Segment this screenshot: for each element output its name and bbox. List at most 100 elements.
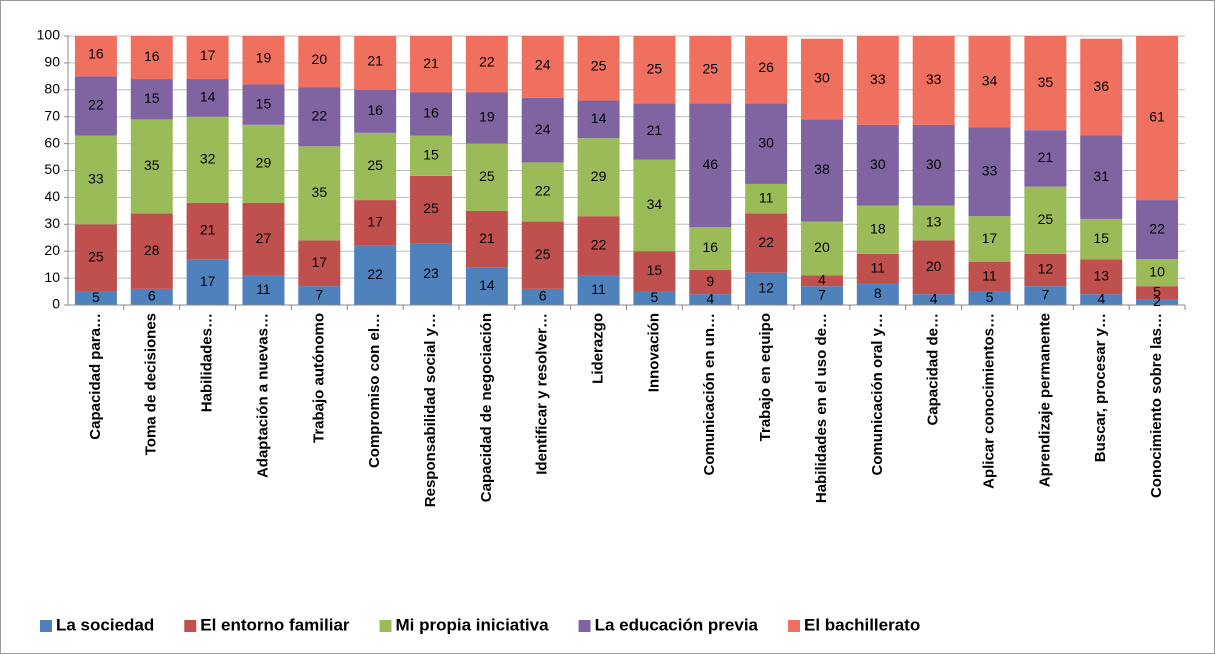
data-label: 15 [144,90,160,106]
data-label: 11 [759,189,774,205]
bar-segment [242,202,285,276]
data-label: 15 [256,95,272,111]
x-tick-label: Compromiso con el… [366,313,383,468]
data-label: 14 [591,110,607,126]
bar-segment [1024,186,1067,254]
data-label: 22 [88,97,104,113]
legend-label: La educación previa [595,615,759,634]
bar-segment [186,79,229,117]
legend-swatch [184,620,197,632]
x-tick-label: Conocimiento sobre las… [1148,313,1165,498]
data-label: 6 [148,288,156,304]
bar-segment [1080,38,1123,136]
data-label: 16 [702,239,718,255]
x-tick-label: Aplicar conocimientos… [980,313,997,489]
bar-segment [633,251,676,292]
bar-segment [1136,299,1179,305]
bar-segment [689,270,732,295]
bar-segment [465,143,508,211]
bar-segment [1024,130,1067,187]
bar-segment [74,36,117,77]
data-label: 33 [982,163,998,179]
bar-segment [465,92,508,144]
bar-segment [74,224,117,292]
bar-segment [465,267,508,305]
bar-segment [968,127,1011,217]
x-tick-label: Comunicación oral y… [869,313,886,476]
bar-segment [521,221,564,289]
bar-segment [912,124,955,206]
data-label: 22 [479,54,495,70]
data-label: 33 [88,171,104,187]
bar-segment [912,294,955,305]
data-label: 25 [591,58,607,74]
bar-segment [1080,135,1123,219]
overlay: 0102030405060708090100525332216Capacidad… [37,27,1186,634]
data-label: 22 [758,234,774,250]
bar-segment [633,36,676,104]
data-label: 36 [1093,78,1109,94]
data-label: 5 [92,289,100,305]
data-label: 21 [647,122,663,138]
bar-segment [633,291,676,305]
y-tick-label: 30 [44,215,60,231]
bar-segment [689,36,732,104]
data-label: 4 [818,271,826,287]
bar-segment [354,245,397,305]
bar-segment [1024,36,1067,131]
bar-segment [1080,218,1123,260]
data-label: 15 [423,146,439,162]
bar-segment [298,36,341,88]
bar-segment [577,36,620,101]
data-label: 17 [200,273,216,289]
bar-segment [130,119,173,214]
x-tick-label: Toma de decisiones [143,313,160,455]
bar-segment [465,210,508,268]
data-label: 38 [814,161,830,177]
data-label: 25 [647,60,663,76]
data-label: 20 [926,258,942,274]
data-label: 27 [256,230,272,246]
data-label: 28 [144,242,160,258]
data-label: 8 [874,285,882,301]
bar-segment [465,36,508,93]
x-tick-label: Liderazgo [590,313,607,384]
bar-segment [1136,259,1179,287]
bar-segment [856,36,899,125]
bar-segment [298,87,341,147]
bar-segment [298,146,341,241]
bar-segment [912,36,955,125]
data-label: 16 [423,105,439,121]
bar-segment [242,84,285,125]
bar-segment [130,36,173,80]
data-label: 23 [423,265,439,281]
x-tick-label: Aprendizaje permanente [1036,313,1053,487]
x-tick-label: Capacidad de negociación [478,313,495,502]
data-label: 25 [88,249,104,265]
data-label: 25 [535,246,551,262]
data-label: 24 [535,56,551,72]
data-label: 7 [818,286,826,302]
data-label: 32 [200,150,216,166]
bar-segment [74,135,117,225]
bar-segment [410,36,453,93]
bar-segment [130,288,173,305]
y-tick-label: 100 [37,27,61,43]
data-label: 4 [706,290,714,306]
bar-segment [968,216,1011,262]
legend-label: El entorno familiar [200,615,350,634]
data-label: 11 [256,281,271,297]
data-label: 15 [647,262,663,278]
y-tick-label: 90 [44,54,60,70]
data-label: 17 [367,214,383,230]
legend-label: El bachillerato [804,615,920,634]
data-label: 11 [982,267,997,283]
x-tick-label: Adaptación a nuevas… [254,313,271,478]
bar-segment [800,286,843,305]
data-label: 22 [591,237,607,253]
legend-swatch [578,620,591,632]
data-label: 30 [758,134,774,150]
bar-segment [856,205,899,254]
y-tick-label: 80 [44,81,60,97]
data-label: 29 [256,154,272,170]
